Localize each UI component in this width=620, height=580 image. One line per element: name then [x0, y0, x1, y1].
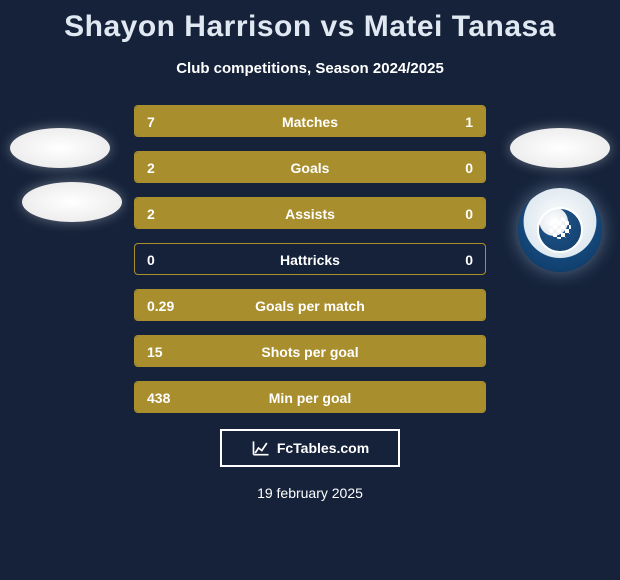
player-right-club-badge — [518, 188, 602, 272]
stat-label: Assists — [135, 198, 485, 229]
stat-value-right: 1 — [465, 106, 473, 137]
stat-row: 0.29Goals per match — [134, 289, 486, 321]
stat-row: 438Min per goal — [134, 381, 486, 413]
stat-label: Hattricks — [135, 244, 485, 275]
stat-label: Shots per goal — [135, 336, 485, 367]
footer-label: FcTables.com — [277, 440, 369, 456]
stat-value-right: 0 — [465, 198, 473, 229]
stat-label: Goals per match — [135, 290, 485, 321]
page-date: 19 february 2025 — [0, 485, 620, 501]
page-title: Shayon Harrison vs Matei Tanasa — [0, 10, 620, 44]
player-left-badge-1 — [10, 128, 110, 168]
stat-row: 15Shots per goal — [134, 335, 486, 367]
page-subtitle: Club competitions, Season 2024/2025 — [0, 60, 620, 77]
chart-icon — [251, 438, 271, 458]
stat-label: Goals — [135, 152, 485, 183]
stat-row: 0Hattricks0 — [134, 243, 486, 275]
footer-attribution[interactable]: FcTables.com — [220, 429, 400, 467]
player-left-badge-2 — [22, 182, 122, 222]
player-right-badge-1 — [510, 128, 610, 168]
stat-row: 7Matches1 — [134, 105, 486, 137]
stat-label: Matches — [135, 106, 485, 137]
stat-label: Min per goal — [135, 382, 485, 413]
stat-value-right: 0 — [465, 244, 473, 275]
stat-value-right: 0 — [465, 152, 473, 183]
stat-row: 2Assists0 — [134, 197, 486, 229]
club-crest-icon — [537, 207, 583, 253]
stat-row: 2Goals0 — [134, 151, 486, 183]
